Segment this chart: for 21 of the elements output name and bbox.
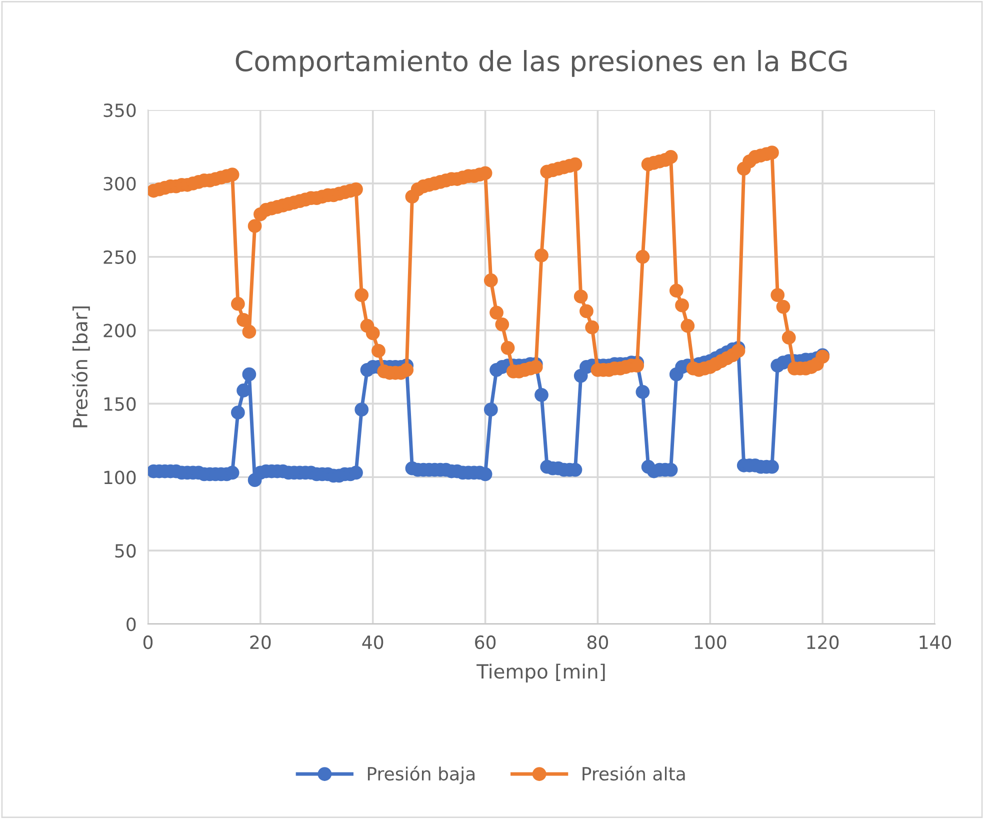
x-tick-label: 120 <box>807 635 839 650</box>
x-tick-label: 20 <box>250 635 271 650</box>
x-tick-label: 140 <box>920 635 952 650</box>
y-axis-title: Presión [bar] <box>72 306 90 428</box>
y-tick-label: 350 <box>104 103 136 118</box>
legend-label: Presión alta <box>582 766 685 781</box>
y-tick-label: 0 <box>126 617 136 632</box>
legend-label: Presión baja <box>368 766 474 784</box>
x-tick-label: 60 <box>475 635 496 650</box>
y-tick-label: 200 <box>104 324 136 338</box>
x-tick-label: 80 <box>587 635 608 650</box>
y-tick-label: 150 <box>104 397 136 411</box>
y-tick-label: 100 <box>104 470 136 484</box>
x-axis-title: Tiempo [min] <box>476 664 605 683</box>
chart-title: Comportamiento de las presiones en la BCG <box>236 50 846 77</box>
y-tick-label: 50 <box>115 544 136 558</box>
x-tick-label: 100 <box>694 635 726 650</box>
y-tick-label: 250 <box>104 250 136 264</box>
y-tick-label: 300 <box>104 176 136 191</box>
x-tick-label: 40 <box>362 635 384 650</box>
x-tick-label: 0 <box>143 635 153 650</box>
